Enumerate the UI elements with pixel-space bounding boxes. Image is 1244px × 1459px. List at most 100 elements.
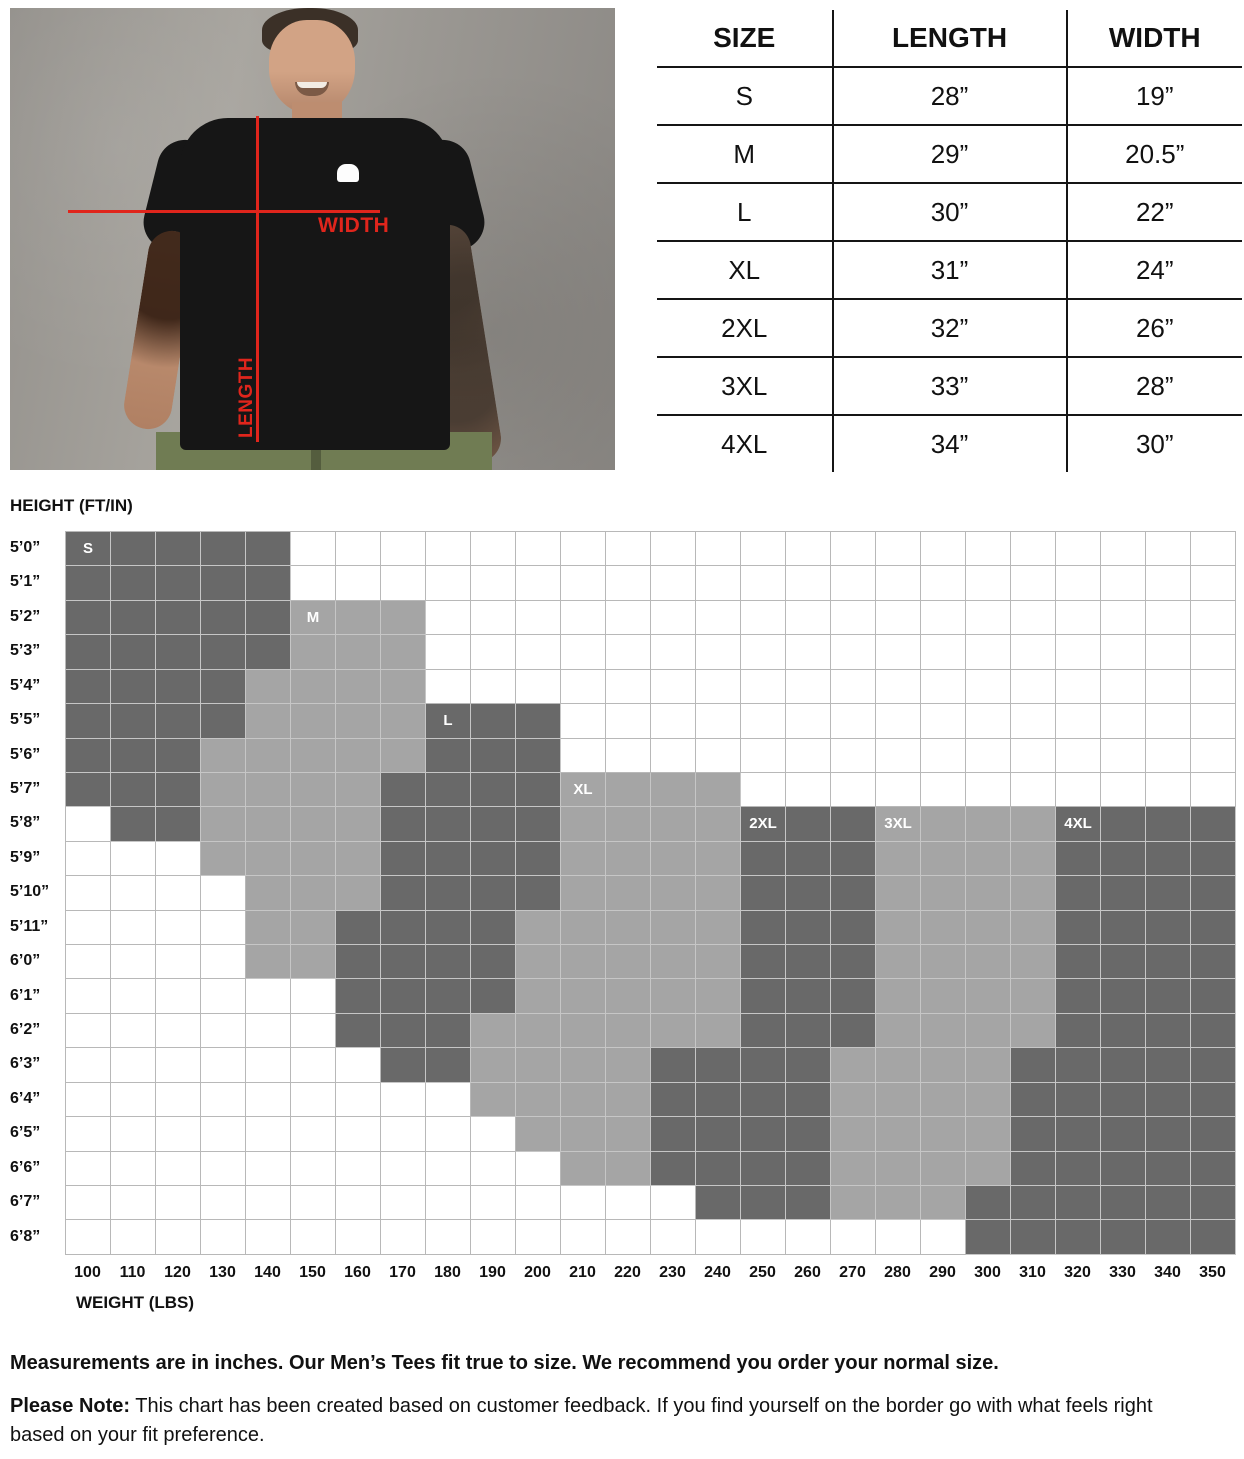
fit-cell-empty <box>336 1186 381 1221</box>
fit-cell-empty <box>651 600 696 636</box>
fit-cell-l <box>426 772 471 808</box>
fit-cell-empty <box>381 1186 426 1221</box>
fit-cell-3xl <box>876 1186 921 1221</box>
fit-cell-empty <box>786 600 831 636</box>
fit-cell-2xl <box>741 1186 786 1221</box>
fit-cell-empty <box>1011 635 1056 670</box>
fit-cell-empty <box>426 1151 471 1187</box>
fit-cell-4xl <box>1191 979 1236 1014</box>
fit-cell-l <box>471 910 516 946</box>
fit-cell-l <box>381 772 426 808</box>
fit-cell-3xl <box>921 979 966 1014</box>
fit-cell-2xl <box>786 1048 831 1083</box>
fit-cell-empty <box>1146 669 1191 705</box>
fit-cell-3xl <box>1011 910 1056 946</box>
fit-cell-3xl <box>876 1082 921 1118</box>
fit-cell-empty <box>561 669 606 705</box>
fit-cell-s <box>111 635 156 670</box>
fit-cell-empty <box>246 1013 291 1049</box>
fit-cell-l <box>471 979 516 1014</box>
fit-cell-empty <box>66 945 111 980</box>
fit-cell-empty <box>246 1117 291 1152</box>
fit-cell-4xl <box>1146 1186 1191 1221</box>
fit-cell-2xl <box>786 1151 831 1187</box>
fit-cell-xl <box>516 1048 561 1083</box>
fit-cell-empty <box>651 669 696 705</box>
please-note-label: Please Note: <box>10 1395 131 1417</box>
fit-cell-empty <box>156 1082 201 1118</box>
fit-cell-empty <box>66 1013 111 1049</box>
fit-cell-s <box>156 772 201 808</box>
fit-cell-xl <box>606 1082 651 1118</box>
measurement-cell: 29” <box>832 125 1068 184</box>
height-tick-label: 5’10” <box>10 883 50 901</box>
fit-cell-m <box>246 669 291 705</box>
fit-cell-3xl <box>831 1117 876 1152</box>
fit-cell-empty <box>831 566 876 601</box>
fit-cell-empty <box>651 704 696 739</box>
fit-cell-2xl <box>786 979 831 1014</box>
fit-cell-empty <box>1191 600 1236 636</box>
fit-cell-s <box>156 635 201 670</box>
fit-cell-empty <box>1101 738 1146 773</box>
fit-cell-xl <box>516 910 561 946</box>
fit-cell-m <box>291 876 336 911</box>
fit-cell-empty <box>66 807 111 842</box>
fit-cell-2xl <box>786 1082 831 1118</box>
size-region-label-xl: XL <box>561 772 606 808</box>
fit-cell-empty <box>1011 738 1056 773</box>
fit-cell-empty <box>201 1082 246 1118</box>
fit-cell-empty <box>291 1082 336 1118</box>
fit-cell-l <box>516 704 561 739</box>
fit-cell-4xl <box>1146 807 1191 842</box>
fit-cell-m <box>246 807 291 842</box>
fit-cell-empty <box>156 945 201 980</box>
fit-cell-empty <box>426 669 471 705</box>
size-cell: XL <box>657 241 834 300</box>
fit-cell-l <box>426 738 471 773</box>
fit-cell-empty <box>336 566 381 601</box>
fit-cell-2xl <box>741 1151 786 1187</box>
fit-cell-empty <box>696 566 741 601</box>
fit-cell-4xl <box>1101 841 1146 877</box>
fit-cell-s <box>66 669 111 705</box>
measurement-cell: 31” <box>832 241 1068 300</box>
fit-cell-xl <box>471 1048 516 1083</box>
fit-cell-l <box>426 1048 471 1083</box>
height-tick-label: 6’5” <box>10 1124 41 1142</box>
fit-cell-empty <box>1146 704 1191 739</box>
fit-cell-empty <box>966 532 1011 567</box>
fit-cell-empty <box>966 738 1011 773</box>
fit-cell-l <box>381 945 426 980</box>
fit-cell-empty <box>516 1186 561 1221</box>
fit-cell-4xl <box>1146 1117 1191 1152</box>
fit-cell-s <box>156 704 201 739</box>
table-row: L 30” 22” <box>657 183 1242 242</box>
fit-cell-empty <box>561 635 606 670</box>
fit-cell-empty <box>1056 669 1101 705</box>
fit-cell-4xl <box>1191 1151 1236 1187</box>
fit-cell-s <box>111 738 156 773</box>
fit-cell-empty <box>921 772 966 808</box>
weight-tick-label: 160 <box>344 1264 371 1281</box>
fit-cell-xl <box>561 979 606 1014</box>
fit-cell-empty <box>696 669 741 705</box>
fit-cell-empty <box>786 635 831 670</box>
fit-cell-empty <box>291 1151 336 1187</box>
fit-cell-empty <box>516 1220 561 1255</box>
fit-cell-l <box>471 807 516 842</box>
fit-cell-empty <box>156 979 201 1014</box>
fit-cell-l <box>471 704 516 739</box>
fit-cell-empty <box>426 1117 471 1152</box>
fit-cell-4xl <box>1191 876 1236 911</box>
fit-cell-4xl <box>1191 1186 1236 1221</box>
fit-cell-empty <box>246 979 291 1014</box>
fit-cell-4xl <box>1056 979 1101 1014</box>
fit-cell-empty <box>246 1048 291 1083</box>
fit-cell-empty <box>291 1048 336 1083</box>
fit-cell-empty <box>1101 600 1146 636</box>
fit-cell-empty <box>1011 532 1056 567</box>
fit-cell-empty <box>831 704 876 739</box>
fit-cell-m <box>381 600 426 636</box>
measurement-cell: 26” <box>1066 299 1242 358</box>
